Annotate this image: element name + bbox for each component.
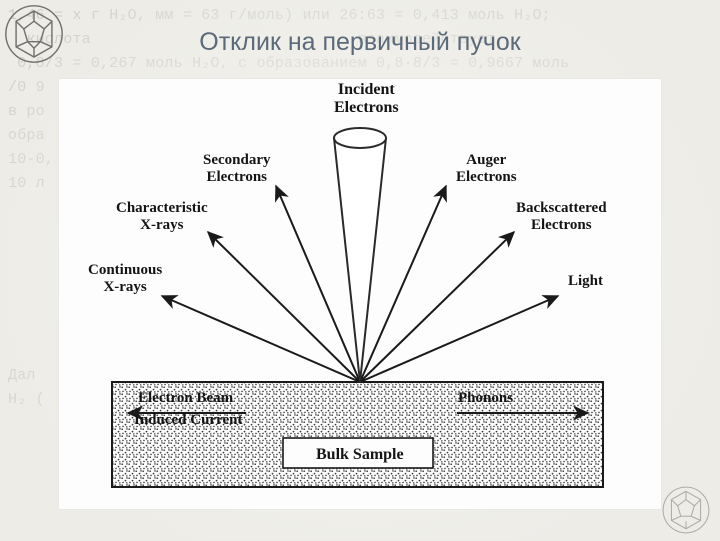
label-auger: Auger Electrons: [456, 152, 517, 187]
diagram-figure: Incident Electrons Secondary Electrons C…: [58, 78, 662, 510]
label-continuous: Continuous X-rays: [88, 262, 162, 297]
slide-title: Отклик на первичный пучок: [0, 28, 720, 57]
fullerene-icon: [660, 484, 712, 536]
label-light: Light: [568, 273, 603, 290]
label-induced-current: Induced Current: [134, 412, 243, 429]
incident-cone: [334, 128, 386, 382]
label-bulk-sample: Bulk Sample: [316, 446, 404, 464]
label-backscattered: Backscattered Electrons: [516, 200, 607, 235]
label-phonons: Phonons: [458, 390, 513, 407]
label-incident: Incident Electrons: [334, 81, 399, 118]
label-electron-beam: Electron Beam: [138, 390, 233, 407]
label-characteristic: Characteristic X-rays: [116, 200, 208, 235]
label-secondary: Secondary Electrons: [203, 152, 271, 187]
